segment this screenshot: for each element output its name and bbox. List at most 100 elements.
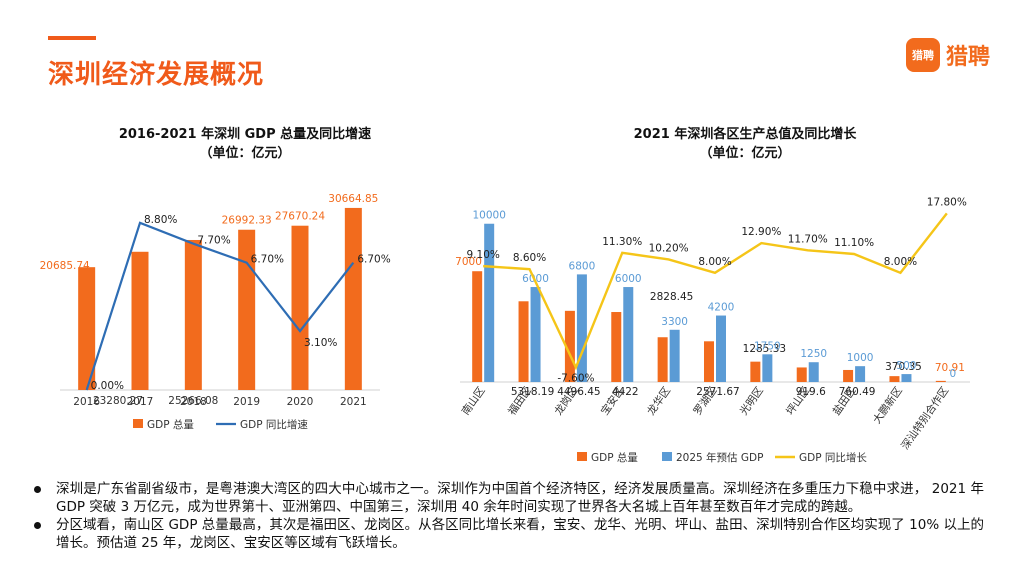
chart2-forecast-label: 4200 <box>708 302 735 314</box>
chart2-gdp-label: 2571.67 <box>696 386 739 398</box>
chart2-bar-gdp <box>704 341 714 382</box>
chart2-bar-forecast <box>669 329 680 382</box>
chart2-bar-gdp <box>518 301 529 382</box>
chart2-gdp-label: 2828.45 <box>650 291 693 303</box>
chart2-title-line1: 2021 年深圳各区生产总值及同比增长 <box>633 127 857 142</box>
chart2-forecast-label: 3300 <box>661 316 688 328</box>
chart1-bar-label: 27670.24 <box>275 211 325 223</box>
logo-text: 猎聘 <box>945 45 990 70</box>
chart2-line-label: 17.80% <box>927 196 967 208</box>
chart2-legend-forecast: 2025 年预估 GDP <box>676 451 763 464</box>
chart2-forecast-label: 6000 <box>522 273 549 285</box>
chart2-legend-swatch-gdp <box>577 452 587 461</box>
chart1-bar-label: 20685.74 <box>40 260 90 272</box>
chart2-line-label: 11.70% <box>788 233 828 245</box>
chart1-bar-label: 23280.27 <box>93 395 143 407</box>
chart1-x-tick-label: 2021 <box>340 396 367 408</box>
chart2-bar-gdp <box>796 367 807 382</box>
chart2-bar-forecast <box>808 362 819 382</box>
chart2-bar-gdp <box>472 271 483 382</box>
chart2-bar-gdp <box>843 369 854 382</box>
chart2-bar-gdp <box>657 337 668 382</box>
chart2-bar-forecast <box>762 354 773 382</box>
bullet-item: 分区域看，南山区 GDP 总量最高，其次是福田区、龙岗区。从各区同比增长来看，宝… <box>34 516 984 552</box>
bullet-list: 深圳是广东省副省级市，是粤港澳大湾区的四大中心城市之一。深圳作为中国首个经济特区… <box>34 480 984 552</box>
chart2-title: 2021 年深圳各区生产总值及同比增长 （单位：亿元） <box>560 125 930 163</box>
chart2-x-tick-label: 深汕特别合作区 <box>898 384 951 452</box>
chart2-bar-forecast <box>901 374 912 382</box>
chart2-line-label: 8.00% <box>698 256 731 268</box>
chart2-line-label: 8.00% <box>884 256 917 268</box>
chart2-legend-growth: GDP 同比增长 <box>799 451 867 464</box>
chart1-growth-line <box>85 221 355 391</box>
chart2-gdp-label: 4422 <box>612 386 639 398</box>
chart2-legend-swatch-forecast <box>662 452 672 461</box>
chart2-bar-forecast <box>484 223 495 382</box>
chart2-gdp-label: 370.35 <box>885 361 922 373</box>
bullet-dot-icon <box>34 486 41 493</box>
chart2-bar-forecast <box>716 315 726 382</box>
chart1-bar-label: 25266.08 <box>168 395 218 407</box>
chart1-legend-swatch-gdp <box>133 419 143 428</box>
chart2-line-label: 9.10% <box>467 249 500 261</box>
chart1-bar <box>184 239 202 390</box>
chart1-title-line1: 2016-2021 年深圳 GDP 总量及同比增速 <box>118 127 372 142</box>
chart1-bar <box>131 251 149 390</box>
chart1-legend-growth: GDP 同比增速 <box>240 418 308 431</box>
chart2-line-label: 8.60% <box>513 252 546 264</box>
chart2-forecast-label: 500 <box>896 360 916 372</box>
chart1-line-label: 6.70% <box>357 254 390 266</box>
title-accent-bar <box>48 36 96 40</box>
chart1-line-label: 6.70% <box>251 254 284 266</box>
chart2-line-label: 12.90% <box>741 226 781 238</box>
chart1-x-tick-label: 2016 <box>73 396 100 408</box>
chart2-bar-forecast <box>855 366 866 382</box>
chart1-x-tick-label: 2018 <box>180 396 207 408</box>
chart2-bar-gdp <box>564 310 575 382</box>
bullet-dot-icon <box>34 522 41 529</box>
chart2-bar-forecast <box>576 274 587 382</box>
chart1-x-tick-label: 2019 <box>233 396 260 408</box>
chart2-gdp-label: 7000 <box>455 256 482 268</box>
chart1-bar-label: 30664.85 <box>328 193 378 205</box>
chart2-bar-gdp <box>750 361 761 382</box>
chart2-gdp-label: 760.49 <box>839 386 876 398</box>
chart2-bar-gdp <box>935 380 946 382</box>
chart1-bar <box>291 225 309 390</box>
chart2-x-tick-label: 龙华区 <box>644 384 673 417</box>
chart2-x-tick-label: 南山区 <box>459 384 488 417</box>
chart2-forecast-label: 1000 <box>847 352 874 364</box>
chart1-line-label: 8.80% <box>144 214 177 226</box>
chart2-gdp-label: 4496.45 <box>557 386 600 398</box>
chart2-line-label: 11.10% <box>834 237 874 249</box>
liepin-logo-icon: 猎聘 <box>905 38 940 72</box>
chart2-line-label: 10.20% <box>649 242 689 254</box>
chart2-gdp-label: 919.6 <box>796 386 826 398</box>
chart1-bar-label: 26992.33 <box>222 215 272 227</box>
chart2-bar-gdp <box>611 312 622 382</box>
chart2-forecast-label: 1750 <box>754 340 781 352</box>
chart1-line-label: 7.70% <box>197 235 230 247</box>
chart1-bar <box>78 267 96 390</box>
chart2-forecast-label: 6000 <box>615 273 642 285</box>
chart2-growth-line <box>483 212 948 371</box>
chart1-title: 2016-2021 年深圳 GDP 总量及同比增速 （单位：亿元） <box>60 125 430 163</box>
chart2-forecast-label: 10000 <box>472 210 505 222</box>
chart1-line-label: 3.10% <box>304 337 337 349</box>
chart2-legend-gdp: GDP 总量 <box>591 451 638 464</box>
chart2-forecast-label: 6800 <box>569 260 596 272</box>
chart2-bar-gdp <box>889 376 900 382</box>
bullet-text: 深圳是广东省副省级市，是粤港澳大湾区的四大中心城市之一。深圳作为中国首个经济特区… <box>56 481 984 515</box>
chart2-bar-forecast <box>530 287 541 382</box>
bullet-text: 分区域看，南山区 GDP 总量最高，其次是福田区、龙岗区。从各区同比增长来看，宝… <box>56 517 984 551</box>
chart1-title-line2: （单位：亿元） <box>199 146 291 161</box>
logo: 猎聘 猎聘 <box>905 38 990 72</box>
chart1-x-tick-label: 2017 <box>127 396 154 408</box>
chart1-bar <box>344 207 362 390</box>
chart2-forecast-label: 0 <box>949 368 956 380</box>
chart2-line-label: -7.60% <box>557 372 594 384</box>
chart1-legend-gdp: GDP 总量 <box>147 418 194 431</box>
chart2-bar-forecast <box>623 287 634 382</box>
chart1-line-label: 0.00% <box>91 380 124 392</box>
